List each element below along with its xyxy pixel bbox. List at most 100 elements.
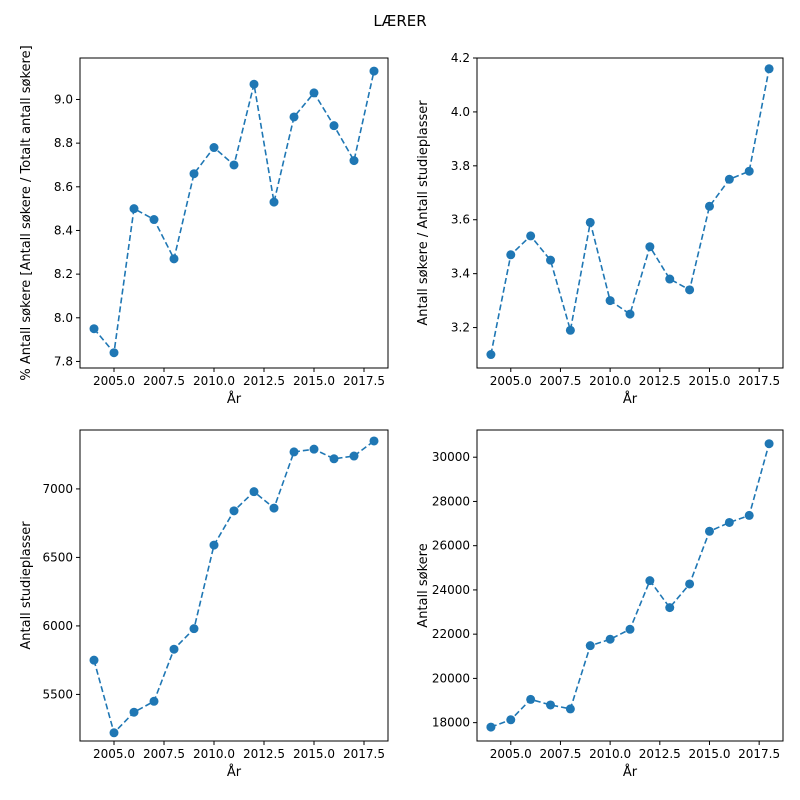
- data-point: [349, 451, 359, 461]
- data-point: [249, 487, 259, 497]
- data-point: [369, 436, 379, 446]
- x-tick-label: 2010.0: [589, 374, 631, 388]
- data-point: [685, 579, 695, 589]
- y-tick-label: 24000: [432, 583, 470, 597]
- y-tick-label: 26000: [432, 539, 470, 553]
- data-point: [129, 707, 139, 717]
- y-tick-label: 22000: [432, 627, 470, 641]
- y-tick-label: 4.0: [451, 105, 470, 119]
- data-point: [526, 231, 536, 241]
- data-point: [229, 160, 239, 170]
- x-tick-label: 2005.0: [490, 747, 532, 761]
- x-tick-label: 2015.0: [688, 374, 730, 388]
- data-point: [289, 112, 299, 122]
- data-point: [249, 79, 259, 89]
- y-tick-label: 6000: [42, 619, 73, 633]
- data-point: [565, 704, 575, 714]
- data-point: [149, 215, 159, 225]
- data-point: [486, 350, 496, 360]
- data-point: [764, 439, 774, 449]
- series-line: [93, 440, 375, 735]
- x-tick-label: 2010.0: [193, 374, 235, 388]
- y-tick-label: 8.0: [54, 311, 73, 325]
- data-point: [665, 274, 675, 284]
- data-point: [526, 694, 536, 704]
- data-point: [309, 88, 319, 98]
- axes-frame: [476, 57, 784, 369]
- x-tick-label: 2015.0: [293, 374, 335, 388]
- y-tick-label: 3.6: [451, 213, 470, 227]
- x-tick-label: 2015.0: [293, 747, 335, 761]
- data-point: [109, 728, 119, 738]
- x-axis-label: År: [623, 391, 638, 407]
- data-point: [189, 624, 199, 634]
- axes-frame: [476, 429, 784, 742]
- data-point: [209, 143, 219, 153]
- data-point: [309, 444, 319, 454]
- x-axis-label: År: [623, 764, 638, 780]
- data-point: [129, 204, 139, 214]
- data-point: [89, 655, 99, 665]
- series-line: [490, 68, 770, 355]
- data-point: [665, 603, 675, 613]
- y-tick-label: 3.2: [451, 321, 470, 335]
- data-point: [645, 576, 655, 586]
- y-tick-label: 18000: [432, 716, 470, 730]
- data-point: [585, 217, 595, 227]
- subplot-1: 2005.0 2007.5 2010.0 2012.5 2015.0 2017.5 7.8 8…: [19, 45, 389, 407]
- data-point: [506, 250, 516, 260]
- axes-frame: [79, 429, 389, 742]
- x-tick-label: 2010.0: [589, 747, 631, 761]
- data-point: [289, 447, 299, 457]
- data-point: [605, 296, 615, 306]
- data-point: [645, 242, 655, 252]
- data-point: [149, 696, 159, 706]
- x-tick-label: 2007.5: [143, 374, 185, 388]
- x-tick-label: 2017.5: [343, 747, 385, 761]
- data-point: [189, 169, 199, 179]
- data-point: [349, 156, 359, 166]
- x-tick-label: 2010.0: [193, 747, 235, 761]
- y-tick-label: 5500: [42, 687, 73, 701]
- y-tick-label: 28000: [432, 494, 470, 508]
- y-tick-label: 7000: [42, 482, 73, 496]
- x-tick-label: 2012.5: [243, 374, 285, 388]
- x-tick-label: 2017.5: [738, 374, 780, 388]
- data-point: [744, 510, 754, 520]
- x-axis-label: År: [227, 391, 242, 407]
- y-axis-label: % Antall søkere [Antall søkere / Totalt …: [19, 45, 34, 380]
- y-tick-label: 3.8: [451, 159, 470, 173]
- data-point: [546, 700, 556, 710]
- y-tick-label: 30000: [432, 450, 470, 464]
- data-point: [169, 254, 179, 264]
- y-tick-label: 9.0: [54, 92, 73, 106]
- data-point: [89, 324, 99, 334]
- y-tick-label: 8.8: [54, 136, 73, 150]
- figure-title: LÆRER: [373, 12, 427, 30]
- series-line: [490, 443, 770, 728]
- data-point: [704, 201, 714, 211]
- x-tick-label: 2007.5: [539, 747, 581, 761]
- data-point: [369, 66, 379, 76]
- y-tick-label: 4.2: [451, 51, 470, 65]
- y-tick-label: 8.2: [54, 267, 73, 281]
- y-tick-label: 3.4: [451, 267, 470, 281]
- y-axis-label: Antall søkere: [416, 543, 431, 627]
- axes-frame: [79, 57, 389, 369]
- y-axis-label: Antall søkere / Antall studieplasser: [416, 100, 431, 326]
- x-tick-label: 2005.0: [93, 747, 135, 761]
- x-tick-label: 2005.0: [490, 374, 532, 388]
- y-axis-label: Antall studieplasser: [19, 521, 34, 650]
- data-point: [724, 517, 734, 527]
- x-tick-label: 2005.0: [93, 374, 135, 388]
- data-point: [269, 197, 279, 207]
- x-axis-label: År: [227, 764, 242, 780]
- data-point: [506, 715, 516, 725]
- data-point: [269, 503, 279, 513]
- subplot-3: 2005.0 2007.5 2010.0 2012.5 2015.0 2017.5 5500…: [19, 429, 389, 780]
- data-point: [764, 64, 774, 74]
- data-point: [625, 624, 635, 634]
- x-tick-label: 2012.5: [639, 374, 681, 388]
- y-tick-label: 7.8: [54, 354, 73, 368]
